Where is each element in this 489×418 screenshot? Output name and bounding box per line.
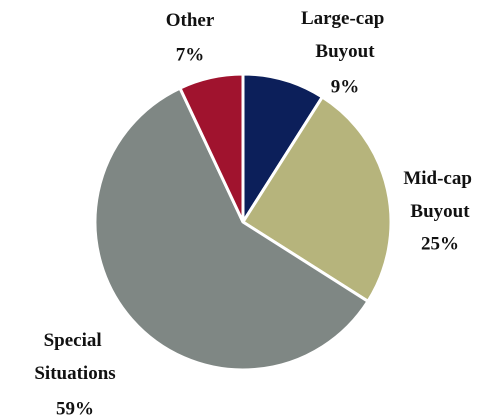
slice-label: Large-cap Buyout [301, 8, 389, 62]
slice-value-label: 9% [331, 76, 360, 97]
pie-slice [240, 94, 393, 304]
slice-value-label: 7% [176, 44, 205, 65]
pie-slice [177, 72, 245, 223]
pie-slice [241, 72, 325, 228]
pie-slice [93, 86, 371, 372]
slice-label: Other [166, 10, 215, 31]
slice-value-label: 25% [421, 233, 459, 254]
slice-label: Special Situations [34, 330, 115, 384]
slice-value-label: 59% [56, 398, 94, 418]
slice-label: Mid-cap Buyout [403, 168, 476, 222]
